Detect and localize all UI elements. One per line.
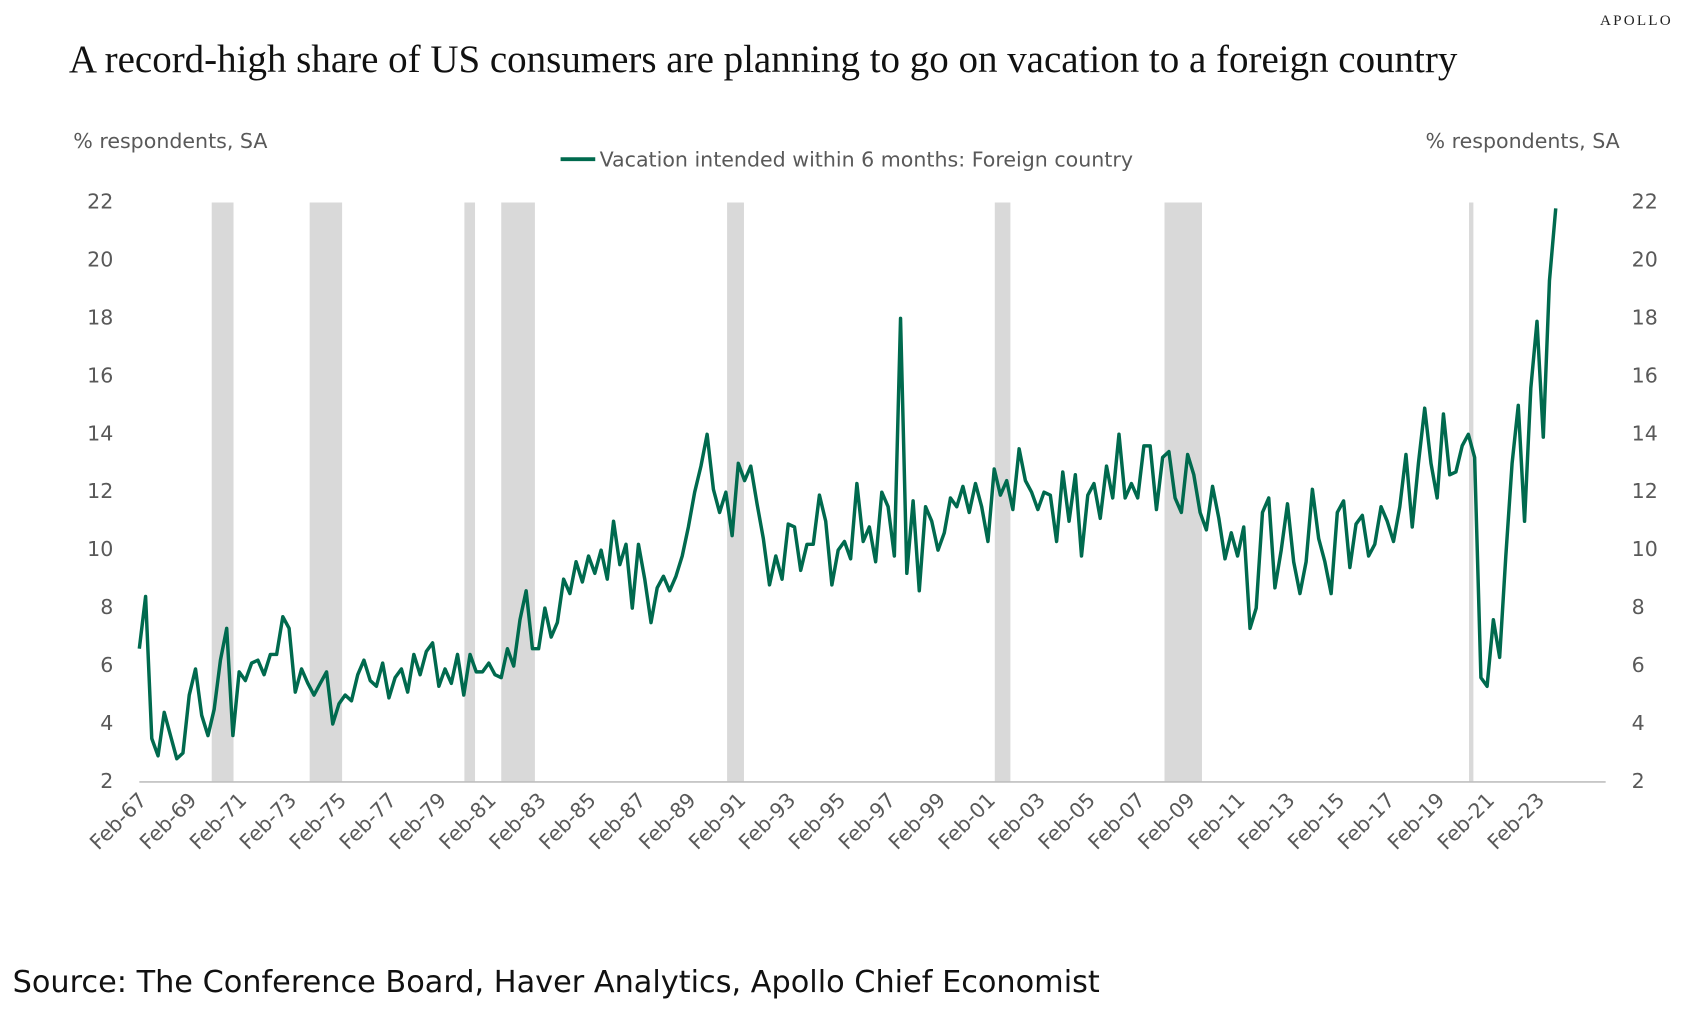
- y-tick-label: 12: [87, 479, 113, 503]
- y2-tick-label: 14: [1632, 421, 1658, 445]
- data-line: [137, 208, 1558, 761]
- source: Source: The Conference Board, Haver Anal…: [13, 965, 1100, 1000]
- y2-tick-label: 18: [1632, 305, 1658, 329]
- y2-tick-label: 12: [1632, 479, 1658, 503]
- legend-label: Vacation intended within 6 months: Forei…: [600, 147, 1133, 171]
- y-tick-label: 8: [100, 595, 113, 619]
- x-tick-label: Feb-23: [1483, 788, 1549, 854]
- recession-band: [464, 202, 476, 782]
- y-tick-label: 22: [87, 190, 113, 214]
- y-tick-label: 4: [100, 711, 113, 735]
- y2-tick-label: 20: [1632, 247, 1658, 271]
- recession-band: [1469, 202, 1474, 782]
- y2-tick-label: 22: [1632, 190, 1658, 214]
- y-tick-label: 16: [87, 363, 113, 387]
- y-tick-label: 20: [87, 247, 113, 271]
- y-tick-label: 14: [87, 421, 113, 445]
- brand: APOLLO: [1600, 12, 1673, 29]
- recession-band: [309, 202, 343, 782]
- y2-tick-label: 16: [1632, 363, 1658, 387]
- chart-title: A record-high share of US consumers are …: [69, 38, 1458, 81]
- y2-tick-label: 10: [1632, 537, 1658, 561]
- y-tick-label: 18: [87, 305, 113, 329]
- y-tick-label: 2: [100, 769, 113, 793]
- y-tick-label: 6: [100, 653, 113, 677]
- y2-tick-label: 2: [1632, 769, 1645, 793]
- y2-tick-label: 8: [1632, 595, 1645, 619]
- y2-tick-label: 6: [1632, 653, 1645, 677]
- recession-band: [501, 202, 535, 782]
- y2-tick-label: 4: [1632, 711, 1645, 735]
- y2-axis-label: % respondents, SA: [1426, 129, 1620, 153]
- y-tick-label: 10: [87, 537, 113, 561]
- y-axis-label: % respondents, SA: [73, 129, 267, 153]
